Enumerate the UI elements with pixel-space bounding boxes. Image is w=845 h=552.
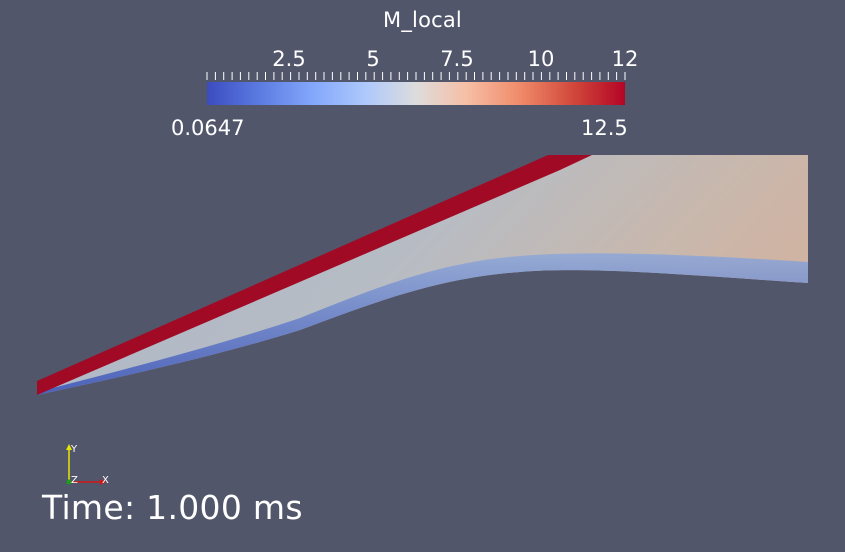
z-axis-dot [66, 479, 72, 485]
y-axis-label: Y [70, 444, 78, 455]
scalar-bar-tick-label: 5 [366, 47, 380, 71]
scalar-bar-range-max: 12.5 [581, 116, 628, 140]
scalar-bar-tick-label: 10 [527, 47, 555, 71]
scalar-bar-tick-label: 2.5 [272, 47, 306, 71]
y-axis-arrow [66, 444, 72, 450]
scalar-bar-title: M_local [383, 8, 462, 32]
scalar-bar-colorbar[interactable] [207, 82, 625, 105]
scalar-bar-ticks [206, 72, 626, 80]
time-annotation: Time: 1.000 ms [42, 488, 303, 527]
boundary-layer-region [37, 253, 808, 395]
x-axis-arrow [100, 479, 106, 485]
x-axis-label: X [102, 475, 109, 486]
scalar-bar-tick-label: 12 [611, 47, 639, 71]
orientation-axes-glyph: Y Z X [66, 444, 109, 486]
scalar-bar-range-min: 0.0647 [171, 116, 245, 140]
shock-layer-band [37, 155, 592, 395]
z-axis-label: Z [71, 475, 78, 486]
scalar-bar-tick-label: 7.5 [440, 47, 474, 71]
